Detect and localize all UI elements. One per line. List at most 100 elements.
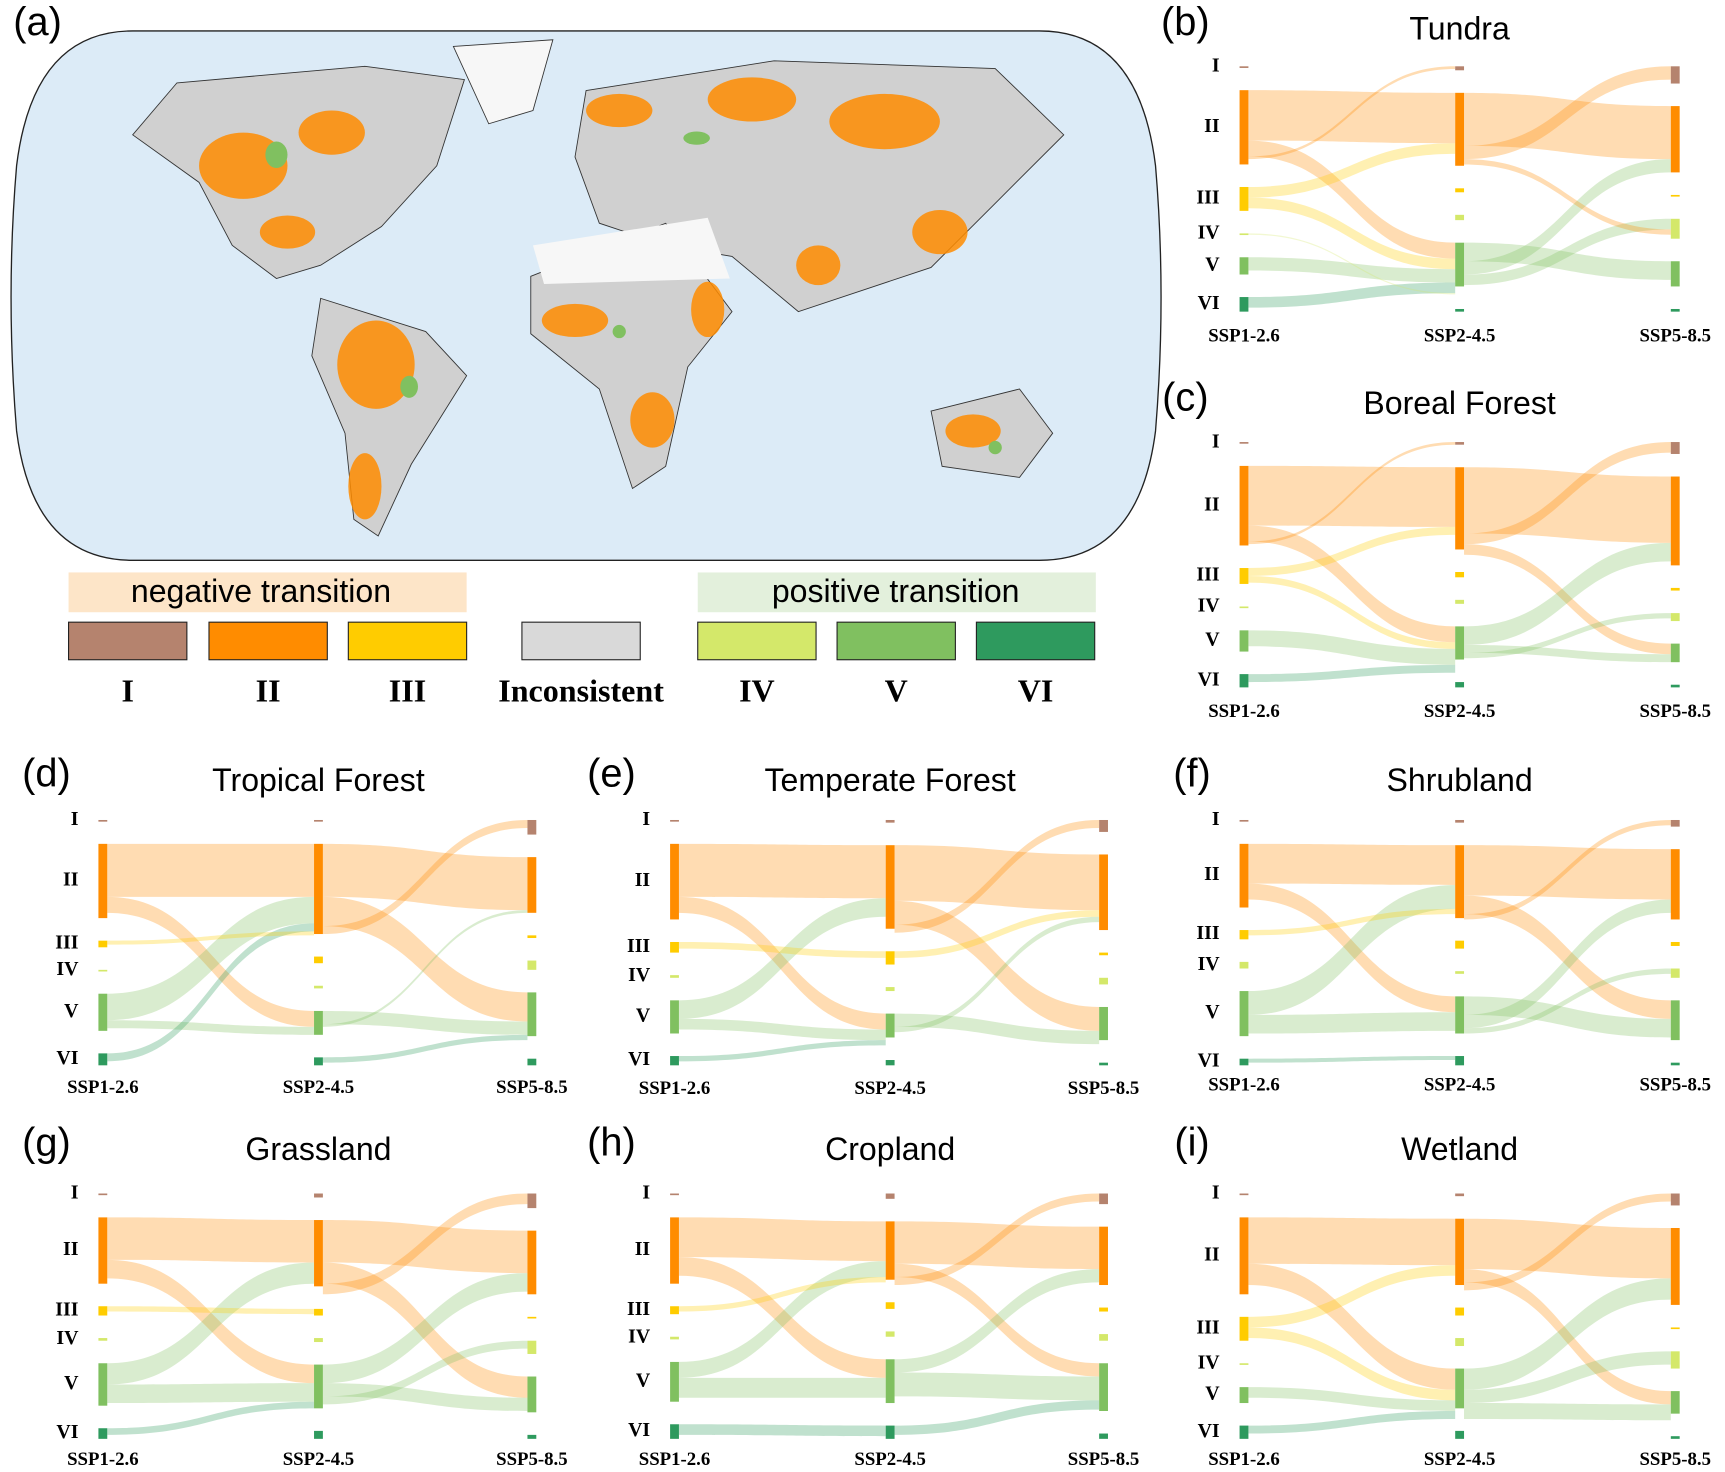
node <box>98 1053 108 1066</box>
node <box>885 987 895 992</box>
node <box>885 951 895 965</box>
flow <box>1248 257 1456 283</box>
level-label: IV <box>56 1327 79 1349</box>
flow <box>1464 1278 1671 1390</box>
legend-band <box>68 572 467 613</box>
node <box>314 1338 323 1343</box>
legend-swatch <box>347 621 468 661</box>
scenario-label: SSP5-8.5 <box>1639 1449 1711 1470</box>
node <box>1239 819 1249 822</box>
node <box>1455 572 1465 578</box>
node <box>670 975 679 978</box>
level-label: IV <box>56 958 79 980</box>
level-label: V <box>1205 253 1220 275</box>
node <box>885 1221 895 1280</box>
level-label: IV <box>1198 595 1221 617</box>
node <box>98 1338 108 1341</box>
level-label: II <box>63 1238 79 1260</box>
node <box>1455 819 1465 823</box>
flow <box>1248 197 1456 270</box>
scenario-label: SSP2-4.5 <box>1424 701 1496 722</box>
flow <box>1464 66 1671 160</box>
node <box>1670 194 1680 197</box>
level-label: IV <box>1198 222 1221 244</box>
scenario-label: SSP1-2.6 <box>67 1449 139 1470</box>
level-label: V <box>1205 629 1220 651</box>
flow <box>1248 1410 1456 1434</box>
node <box>1455 188 1465 193</box>
flow <box>678 1377 886 1398</box>
land <box>132 65 466 279</box>
node <box>98 993 108 1031</box>
flow <box>894 1193 1100 1286</box>
node <box>1455 845 1465 919</box>
node <box>1099 1307 1108 1312</box>
scenario-label: SSP2-4.5 <box>854 1449 926 1470</box>
flow <box>1248 282 1456 308</box>
transition-patch <box>612 324 626 339</box>
flow <box>1248 1265 1456 1328</box>
panel-label: (b) <box>1161 0 1210 44</box>
node <box>1670 1062 1680 1066</box>
node <box>885 1425 895 1439</box>
flow <box>894 1269 1100 1373</box>
node <box>1099 952 1108 956</box>
node <box>1670 1351 1680 1369</box>
node <box>1455 214 1465 221</box>
panel-label: (i) <box>1174 1120 1209 1164</box>
node <box>1670 476 1680 566</box>
node <box>670 1361 679 1402</box>
transition-patch <box>400 375 418 398</box>
node <box>1099 1006 1108 1041</box>
level-label: V <box>64 1000 79 1022</box>
flow <box>1248 90 1456 144</box>
node <box>1455 1430 1465 1439</box>
node <box>670 843 679 920</box>
flow <box>894 900 1100 1031</box>
flow <box>107 1020 315 1035</box>
transition-patch <box>586 93 653 128</box>
node <box>1670 1391 1680 1414</box>
flow <box>1464 442 1671 545</box>
flow <box>107 843 315 897</box>
flow <box>1464 996 1671 1038</box>
panel-title: Temperate Forest <box>765 762 1016 798</box>
node <box>314 1010 323 1035</box>
node <box>1670 613 1680 622</box>
flow <box>894 1013 1100 1045</box>
flow <box>894 916 1100 1033</box>
level-label: VI <box>56 1047 78 1069</box>
legend-swatch <box>68 621 188 661</box>
transition-patch <box>796 245 841 286</box>
legend-label: VI <box>1018 672 1054 708</box>
legend-swatch <box>836 621 956 661</box>
level-label: I <box>71 808 79 830</box>
node <box>1239 442 1249 444</box>
flow <box>322 1010 528 1035</box>
flow <box>1464 544 1671 655</box>
node <box>1239 465 1249 546</box>
node <box>1455 1056 1465 1066</box>
node <box>1239 1058 1249 1066</box>
transition-patch <box>829 93 940 150</box>
flow <box>894 1372 1100 1401</box>
node <box>1670 261 1680 287</box>
flow <box>678 898 886 1019</box>
flow <box>678 1277 886 1312</box>
flow <box>1248 1327 1456 1401</box>
node <box>1670 849 1680 920</box>
flow <box>1248 1387 1456 1411</box>
node <box>1670 941 1680 946</box>
flow <box>1248 664 1456 683</box>
panel-label: (f) <box>1173 751 1211 795</box>
scenario-label: SSP1-2.6 <box>1208 701 1280 722</box>
level-label: II <box>635 869 651 891</box>
flow <box>1464 644 1671 663</box>
flow <box>1464 895 1671 1019</box>
flow <box>322 1340 528 1405</box>
node <box>1239 233 1249 236</box>
node <box>1099 1363 1108 1411</box>
level-label: V <box>1205 1001 1220 1023</box>
level-label: V <box>64 1372 79 1394</box>
